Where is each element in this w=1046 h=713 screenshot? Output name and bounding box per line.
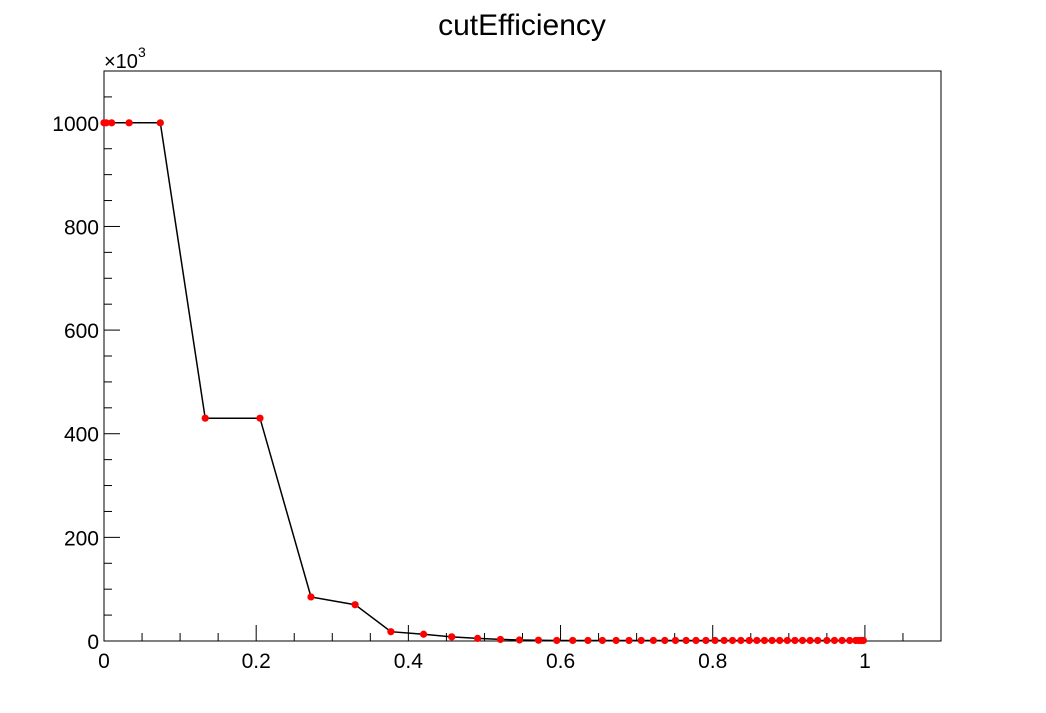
data-point bbox=[448, 633, 456, 641]
data-point bbox=[256, 414, 264, 422]
y-tick-label: 600 bbox=[64, 320, 99, 343]
x-tick-label: 0 bbox=[98, 650, 110, 673]
data-point bbox=[108, 119, 116, 127]
data-point bbox=[351, 601, 359, 609]
x-tick-label: 1 bbox=[859, 650, 871, 673]
data-point bbox=[515, 636, 524, 644]
data-point bbox=[737, 636, 745, 645]
data-point bbox=[728, 636, 737, 645]
data-point bbox=[711, 636, 719, 645]
data-point bbox=[649, 636, 657, 645]
y-multiplier-base: ×10 bbox=[104, 51, 138, 73]
x-axis: 0 0.2 0.4 0.6 0.8 1 bbox=[98, 625, 942, 673]
data-point bbox=[612, 636, 620, 645]
chart-title: cutEfficiency bbox=[438, 9, 606, 42]
y-tick-label: 1000 bbox=[52, 113, 99, 136]
data-point bbox=[553, 636, 561, 645]
x-tick-label: 0.2 bbox=[242, 650, 271, 673]
data-point bbox=[637, 636, 645, 645]
data-point bbox=[760, 636, 769, 645]
data-point bbox=[846, 636, 854, 645]
data-point bbox=[798, 636, 807, 645]
data-point bbox=[783, 636, 791, 645]
data-point bbox=[307, 593, 315, 601]
data-point bbox=[661, 636, 669, 645]
data-point bbox=[814, 636, 822, 645]
y-tick-label: 400 bbox=[64, 424, 99, 447]
data-point bbox=[201, 414, 209, 422]
data-point bbox=[584, 636, 592, 645]
data-point bbox=[474, 634, 482, 643]
data-point bbox=[753, 636, 761, 645]
data-point bbox=[534, 636, 543, 644]
data-point bbox=[496, 635, 505, 644]
y-tick-label: 0 bbox=[87, 631, 99, 654]
series-layer bbox=[100, 119, 867, 645]
y-multiplier-exponent: 3 bbox=[138, 44, 146, 60]
series-line bbox=[104, 122, 864, 642]
data-point bbox=[768, 636, 776, 645]
data-point bbox=[692, 636, 700, 645]
y-tick-label: 200 bbox=[64, 527, 99, 550]
data-point bbox=[776, 636, 784, 645]
data-point bbox=[598, 636, 606, 645]
data-point bbox=[569, 636, 577, 645]
x-tick-label: 0.6 bbox=[546, 650, 575, 673]
data-point bbox=[125, 119, 133, 127]
data-point bbox=[830, 636, 839, 645]
data-point bbox=[791, 636, 799, 645]
data-point bbox=[387, 628, 395, 636]
data-point bbox=[682, 636, 690, 645]
data-point bbox=[859, 636, 867, 645]
y-tick-label: 800 bbox=[64, 216, 99, 239]
plot-frame bbox=[103, 70, 942, 642]
data-point bbox=[625, 636, 633, 645]
y-axis: 0 200 400 600 800 1000 bbox=[52, 70, 120, 654]
data-point bbox=[806, 636, 814, 645]
data-point bbox=[823, 636, 831, 645]
data-point bbox=[702, 636, 710, 645]
y-axis-multiplier: ×10 3 bbox=[104, 44, 146, 73]
data-point bbox=[419, 630, 428, 638]
data-point bbox=[720, 636, 728, 645]
data-point bbox=[745, 636, 753, 645]
x-tick-label: 0.4 bbox=[394, 650, 424, 673]
data-point bbox=[671, 636, 680, 645]
data-point bbox=[156, 119, 164, 127]
x-tick-label: 0.8 bbox=[698, 650, 727, 673]
data-point bbox=[102, 119, 110, 127]
data-point bbox=[838, 636, 846, 645]
